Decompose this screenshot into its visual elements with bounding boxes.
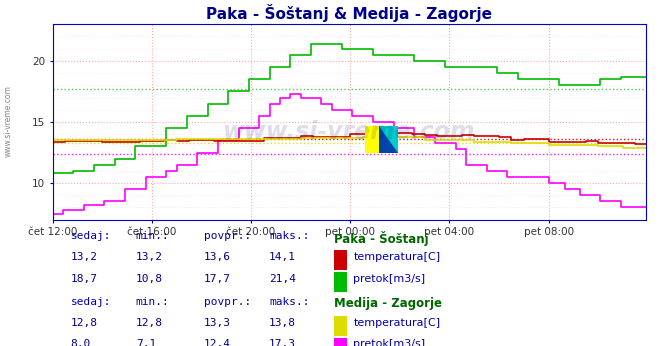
Text: sedaj:: sedaj: bbox=[71, 297, 111, 307]
Text: 13,8: 13,8 bbox=[269, 318, 296, 328]
Bar bbox=[335, 250, 347, 270]
Text: 8,0: 8,0 bbox=[71, 339, 91, 346]
Bar bbox=[335, 272, 347, 292]
Text: 17,3: 17,3 bbox=[269, 339, 296, 346]
Bar bbox=[335, 338, 347, 346]
Text: pretok[m3/s]: pretok[m3/s] bbox=[353, 339, 426, 346]
Text: 21,4: 21,4 bbox=[269, 274, 296, 284]
Text: 7,1: 7,1 bbox=[136, 339, 156, 346]
Text: 12,8: 12,8 bbox=[71, 318, 98, 328]
Text: min.:: min.: bbox=[136, 297, 169, 307]
Bar bbox=[335, 316, 347, 336]
Title: Paka - Šoštanj & Medija - Zagorje: Paka - Šoštanj & Medija - Zagorje bbox=[206, 4, 492, 22]
Text: pretok[m3/s]: pretok[m3/s] bbox=[353, 274, 426, 284]
Text: sedaj:: sedaj: bbox=[71, 231, 111, 241]
Text: 12,4: 12,4 bbox=[204, 339, 231, 346]
Text: maks.:: maks.: bbox=[269, 231, 310, 241]
Bar bbox=[379, 126, 398, 153]
Text: 13,3: 13,3 bbox=[204, 318, 231, 328]
Text: 10,8: 10,8 bbox=[136, 274, 163, 284]
Text: maks.:: maks.: bbox=[269, 297, 310, 307]
Polygon shape bbox=[379, 126, 398, 153]
Text: povpr.:: povpr.: bbox=[204, 231, 251, 241]
Text: 13,2: 13,2 bbox=[136, 252, 163, 262]
Text: min.:: min.: bbox=[136, 231, 169, 241]
Text: 14,1: 14,1 bbox=[269, 252, 296, 262]
Text: 13,6: 13,6 bbox=[204, 252, 231, 262]
Text: Paka - Šoštanj: Paka - Šoštanj bbox=[335, 231, 429, 246]
Text: Medija - Zagorje: Medija - Zagorje bbox=[335, 297, 442, 310]
Text: temperatura[C]: temperatura[C] bbox=[353, 318, 441, 328]
Text: 18,7: 18,7 bbox=[71, 274, 98, 284]
Text: www.si-vreme.com: www.si-vreme.com bbox=[223, 120, 476, 144]
Text: 13,2: 13,2 bbox=[71, 252, 98, 262]
Text: www.si-vreme.com: www.si-vreme.com bbox=[3, 85, 13, 157]
Bar bbox=[365, 126, 379, 153]
Text: temperatura[C]: temperatura[C] bbox=[353, 252, 441, 262]
Text: povpr.:: povpr.: bbox=[204, 297, 251, 307]
Text: 12,8: 12,8 bbox=[136, 318, 163, 328]
Text: 17,7: 17,7 bbox=[204, 274, 231, 284]
